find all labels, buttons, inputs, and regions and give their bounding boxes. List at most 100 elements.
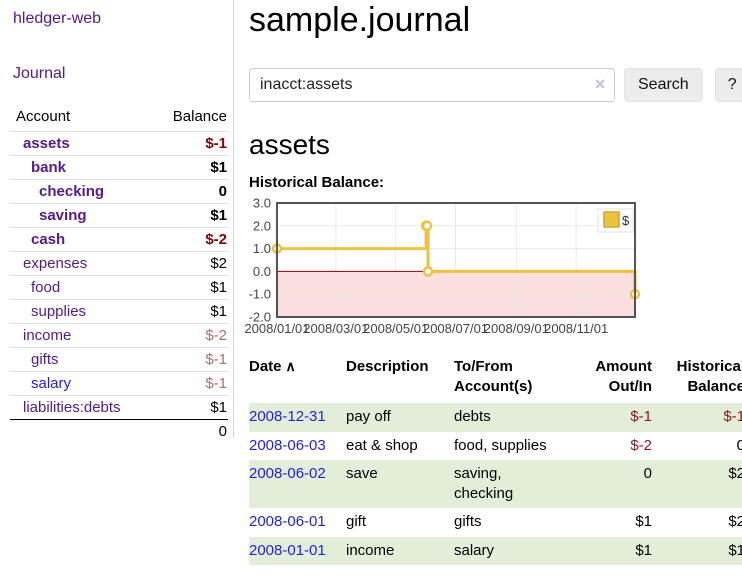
svg-text:-1.0: -1.0 <box>249 287 271 302</box>
search-box: ✕ <box>249 68 615 103</box>
sidebar-account-link[interactable]: gifts <box>31 351 59 368</box>
accounts-header-account: Account <box>16 108 71 125</box>
accounts-total-row: 0 <box>10 419 228 444</box>
transaction-date-link[interactable]: 2008-01-01 <box>249 541 326 559</box>
transaction-date-link[interactable]: 2008-06-03 <box>249 436 326 454</box>
account-balance: $1 <box>210 207 227 224</box>
transaction-amount: $-1 <box>630 408 652 426</box>
column-header-balance: Historical Balance <box>676 358 742 395</box>
transaction-date-link[interactable]: 2008-12-31 <box>249 408 326 426</box>
accounts-total-value: 0 <box>218 423 227 440</box>
account-row: checking 0 <box>10 179 228 204</box>
sidebar-account-link[interactable]: expenses <box>23 255 88 272</box>
account-row: gifts $-1 <box>10 347 228 372</box>
clear-search-icon[interactable]: ✕ <box>594 76 606 93</box>
account-row: supplies $1 <box>10 299 228 324</box>
sidebar-account-link[interactable]: assets <box>23 135 70 152</box>
svg-text:2008/11/01: 2008/11/01 <box>544 321 608 336</box>
svg-text:2008/09/01: 2008/09/01 <box>484 321 549 336</box>
sidebar-account-link[interactable]: supplies <box>31 303 87 320</box>
transaction-description: save <box>346 464 378 482</box>
transaction-accounts: salary <box>454 541 495 559</box>
account-balance: $-1 <box>205 135 227 152</box>
search-input[interactable] <box>249 68 615 103</box>
svg-text:3.0: 3.0 <box>253 196 271 211</box>
transaction-description: pay off <box>346 408 391 426</box>
svg-text:1.0: 1.0 <box>253 241 271 256</box>
sidebar-account-link[interactable]: salary <box>31 375 72 392</box>
transaction-amount: $-2 <box>630 436 652 454</box>
sidebar-account-link[interactable]: income <box>23 327 72 344</box>
column-header-amount: Amount Out/In <box>595 358 652 395</box>
svg-text:-2.0: -2.0 <box>249 310 271 325</box>
svg-text:2008/01/01: 2008/01/01 <box>244 321 309 336</box>
account-balance: $1 <box>210 159 227 176</box>
sidebar-nav: Journal <box>13 65 233 83</box>
svg-text:2008/03/01: 2008/03/01 <box>303 321 368 336</box>
account-balance: $1 <box>210 399 227 416</box>
transaction-amount: 0 <box>643 464 652 482</box>
account-balance: 0 <box>218 183 227 200</box>
account-row: salary $-1 <box>10 371 228 396</box>
transaction-description: eat & shop <box>346 436 418 454</box>
account-balance: $1 <box>210 279 227 296</box>
sidebar-account-link[interactable]: checking <box>39 183 105 200</box>
column-header-date[interactable]: Date ∧ <box>249 358 296 376</box>
account-row: assets $-1 <box>10 131 228 156</box>
transaction-accounts: food, supplies <box>454 436 547 454</box>
hledger-web-page: hledger-web Journal Account Balance asse… <box>0 0 742 565</box>
transaction-row: 2008-12-31 pay off debts $-1 $-1 <box>249 403 742 432</box>
accounts-header-row: Account Balance <box>10 108 228 132</box>
account-row: food $1 <box>10 275 228 300</box>
transaction-amount: $1 <box>635 513 652 531</box>
sidebar-item-journal[interactable]: Journal <box>13 65 66 82</box>
transaction-balance: $1 <box>728 541 742 559</box>
transaction-balance: $2 <box>728 513 742 531</box>
accounts-header-balance: Balance <box>172 108 227 125</box>
search-form: ✕ Search ? <box>249 68 742 103</box>
svg-text:0.0: 0.0 <box>253 264 271 279</box>
transaction-accounts: saving, checking <box>454 464 514 503</box>
transaction-date-link[interactable]: 2008-06-01 <box>249 513 326 531</box>
historical-balance-chart: $3.0 2.0 1.0 0.0 -1.0 -2.0 2008/01/01 2008/03/0… <box>243 196 742 338</box>
sidebar-account-link[interactable]: food <box>31 279 61 296</box>
account-balance: $1 <box>210 303 227 320</box>
account-row: bank $1 <box>10 155 228 180</box>
accounts-table: Account Balance assets $-1 bank $1 checking 0… <box>10 108 228 443</box>
transaction-balance: $2 <box>728 464 742 482</box>
help-button[interactable]: ? <box>714 68 742 103</box>
account-row: expenses $2 <box>10 251 228 276</box>
transaction-description: gift <box>346 513 367 531</box>
transaction-description: income <box>346 541 395 559</box>
transaction-row: 2008-06-03 eat & shop food, supplies $-2 0 <box>249 432 742 460</box>
transaction-row: 2008-01-01 income salary $1 $1 <box>249 536 742 565</box>
account-row: income $-2 <box>10 323 228 348</box>
account-row: cash $-2 <box>10 227 228 252</box>
transaction-row: 2008-06-02 save saving, checking 0 $2 <box>249 459 742 509</box>
chart-title: Historical Balance: <box>249 174 385 192</box>
account-row: liabilities:debts $1 <box>10 395 228 420</box>
search-button[interactable]: Search <box>624 68 703 103</box>
svg-text:2008/07/01: 2008/07/01 <box>423 321 488 336</box>
sidebar-account-link[interactable]: liabilities:debts <box>23 399 121 416</box>
sidebar-account-link[interactable]: saving <box>39 207 87 224</box>
account-balance: $2 <box>210 255 227 272</box>
svg-text:2008/05/01: 2008/05/01 <box>363 321 428 336</box>
page-title: sample.journal <box>249 1 471 39</box>
transaction-date-link[interactable]: 2008-06-02 <box>249 464 326 482</box>
app-title-link[interactable]: hledger-web <box>13 10 102 27</box>
account-heading: assets <box>249 129 330 161</box>
sidebar-account-link[interactable]: cash <box>31 231 66 248</box>
column-header-description: Description <box>346 358 429 376</box>
transaction-amount: $1 <box>635 541 652 559</box>
transaction-row: 2008-06-01 gift gifts $1 $2 <box>249 508 742 536</box>
main-content: sample.journal ✕ Search ? assets Histori… <box>234 0 742 565</box>
transaction-accounts: debts <box>454 408 491 426</box>
account-balance: $-2 <box>205 231 227 248</box>
account-balance: $-2 <box>205 327 227 344</box>
account-row: saving $1 <box>10 203 228 228</box>
transaction-balance: 0 <box>736 436 742 454</box>
sidebar: hledger-web Journal Account Balance asse… <box>0 0 234 440</box>
sidebar-account-link[interactable]: bank <box>31 159 67 176</box>
transaction-balance: $-1 <box>723 408 742 426</box>
